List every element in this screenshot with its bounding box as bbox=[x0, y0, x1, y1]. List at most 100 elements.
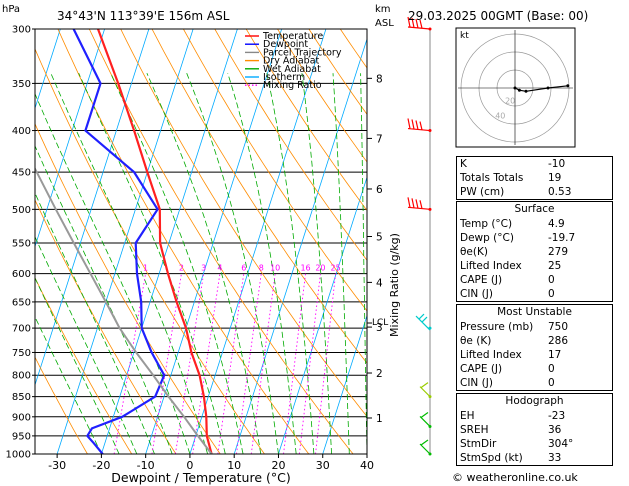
mixing-ratio-label: 8 bbox=[259, 264, 264, 273]
x-tick-label: 30 bbox=[316, 459, 330, 472]
wet-adiabat bbox=[35, 277, 120, 454]
pressure-tick-label: 1000 bbox=[6, 450, 31, 461]
x-tick-label: -10 bbox=[137, 459, 155, 472]
mixing-ratio-line bbox=[315, 273, 337, 454]
legend-label: Dewpoint bbox=[263, 39, 308, 50]
wind-barb bbox=[419, 382, 431, 398]
mixing-ratio-label: 20 bbox=[315, 264, 325, 273]
dry-adiabat bbox=[245, 29, 367, 212]
table-row: θe (K) 286 bbox=[460, 335, 569, 347]
km-unit: km bbox=[375, 4, 391, 15]
series-dewpoint bbox=[72, 29, 166, 454]
x-tick-label: 0 bbox=[186, 459, 193, 472]
pressure-tick-label: 300 bbox=[12, 25, 31, 36]
pressure-tick-label: 400 bbox=[12, 126, 31, 137]
table-row: Dewp (°C) -19.7 bbox=[460, 232, 576, 244]
mixing-ratio-label: 16 bbox=[300, 264, 310, 273]
legend-label: Parcel Trajectory bbox=[263, 47, 342, 58]
km-tick-label: 4 bbox=[376, 277, 383, 289]
table-row: Temp (°C) 4.9 bbox=[460, 218, 565, 230]
dry-adiabat bbox=[120, 29, 367, 418]
wet-adiabat bbox=[301, 73, 332, 454]
profile-lines bbox=[35, 29, 213, 454]
x-tick-label: 20 bbox=[271, 459, 285, 472]
table-row: Pressure (mb) 750 bbox=[460, 321, 569, 333]
table-row: CIN (J) 0 bbox=[460, 288, 555, 300]
wind-profile bbox=[407, 16, 432, 456]
dry-adiabat bbox=[57, 29, 310, 454]
credit-label: © weatheronline.co.uk bbox=[452, 471, 578, 484]
pressure-tick-label: 950 bbox=[12, 431, 31, 442]
dry-adiabat bbox=[183, 29, 367, 312]
legend-label: Wet Adiabat bbox=[263, 64, 321, 75]
table-row: PW (cm) 0.53 bbox=[460, 186, 572, 198]
table-row: CAPE (J) 0 bbox=[460, 363, 555, 375]
wind-barb-anchor bbox=[428, 395, 432, 399]
wet-adiabat bbox=[146, 73, 262, 454]
wind-barb bbox=[407, 16, 431, 30]
dry-adiabat bbox=[277, 29, 367, 163]
surface-table: Surface Temp (°C) 4.9 Dewp (°C) -19.7 θe(K… bbox=[456, 201, 613, 302]
km-tick-label: 2 bbox=[376, 368, 383, 380]
x-tick-label: -30 bbox=[48, 459, 66, 472]
pressure-tick-label: 600 bbox=[12, 269, 31, 280]
most-unstable-title: Most Unstable bbox=[497, 306, 572, 318]
km-tick-label: 6 bbox=[376, 184, 383, 196]
km-tick-label: 1 bbox=[376, 413, 383, 425]
hodograph-point bbox=[524, 89, 528, 93]
pressure-tick-label: 750 bbox=[12, 348, 31, 359]
mixing-ratio-axis-label: Mixing Ratio (g/kg) bbox=[388, 233, 401, 337]
wet-adiabat bbox=[50, 73, 208, 454]
wind-barb-anchor bbox=[428, 27, 432, 31]
x-tick-label: 10 bbox=[227, 459, 241, 472]
wind-barb bbox=[419, 439, 431, 455]
table-row: CAPE (J) 0 bbox=[460, 274, 555, 286]
mixing-ratio-line bbox=[236, 273, 262, 454]
isotherm-line bbox=[56, 29, 194, 454]
table-row: StmDir 304° bbox=[460, 438, 574, 450]
isotherm-line bbox=[322, 314, 367, 454]
pressure-tick-label: 900 bbox=[12, 412, 31, 423]
wet-adiabat bbox=[35, 235, 138, 454]
series-temperature bbox=[96, 29, 213, 454]
hpa-unit: hPa bbox=[2, 4, 20, 15]
location-label: 34°43'N 113°39'E 156m ASL bbox=[57, 9, 230, 23]
hodograph-point bbox=[513, 86, 517, 90]
dry-adiabat bbox=[35, 47, 265, 454]
wind-barb-anchor bbox=[428, 129, 432, 133]
dry-adiabat bbox=[151, 29, 367, 364]
x-axis-label: Dewpoint / Temperature (°C) bbox=[111, 470, 290, 485]
x-tick-label: 40 bbox=[360, 459, 374, 472]
wet-adiabat bbox=[186, 73, 279, 454]
wet-adiabat bbox=[35, 316, 102, 454]
table-row: Lifted Index 25 bbox=[460, 260, 562, 272]
mixing-ratio-label: 3 bbox=[201, 264, 206, 273]
wind-barb-anchor bbox=[428, 207, 432, 211]
wet-adiabat bbox=[35, 192, 155, 454]
pressure-tick-label: 700 bbox=[12, 324, 31, 335]
dry-adiabat bbox=[35, 276, 133, 454]
mixing-ratio-line bbox=[298, 273, 321, 454]
wet-adiabat bbox=[266, 73, 315, 454]
dry-adiabat bbox=[88, 29, 354, 454]
table-row: EH -23 bbox=[460, 410, 566, 422]
legend-label: Isotherm bbox=[263, 72, 305, 83]
isotherm-line bbox=[35, 29, 61, 110]
hodograph-table: Hodograph EH -23 SREH 36 StmDir 304° StmSpd… bbox=[456, 393, 613, 466]
series-parcel-trajectory bbox=[35, 166, 213, 454]
isotherm-line bbox=[145, 29, 283, 454]
pressure-tick-label: 350 bbox=[12, 79, 31, 90]
lcl-label: LCL bbox=[372, 318, 388, 328]
mixing-ratio-label: 25 bbox=[331, 264, 341, 273]
dry-adiabat bbox=[35, 122, 221, 454]
axes: 1 2 3 4 6 8 10 16 20 2530035040045050055060065070… bbox=[6, 25, 389, 473]
legend-label: Temperature bbox=[262, 31, 323, 42]
pressure-tick-label: 450 bbox=[12, 168, 31, 179]
isotherm-line bbox=[35, 29, 150, 387]
wind-barb bbox=[407, 197, 431, 210]
wind-barb-anchor bbox=[428, 424, 432, 428]
pressure-tick-label: 850 bbox=[12, 392, 31, 403]
mixing-ratio-label: 4 bbox=[217, 264, 222, 273]
